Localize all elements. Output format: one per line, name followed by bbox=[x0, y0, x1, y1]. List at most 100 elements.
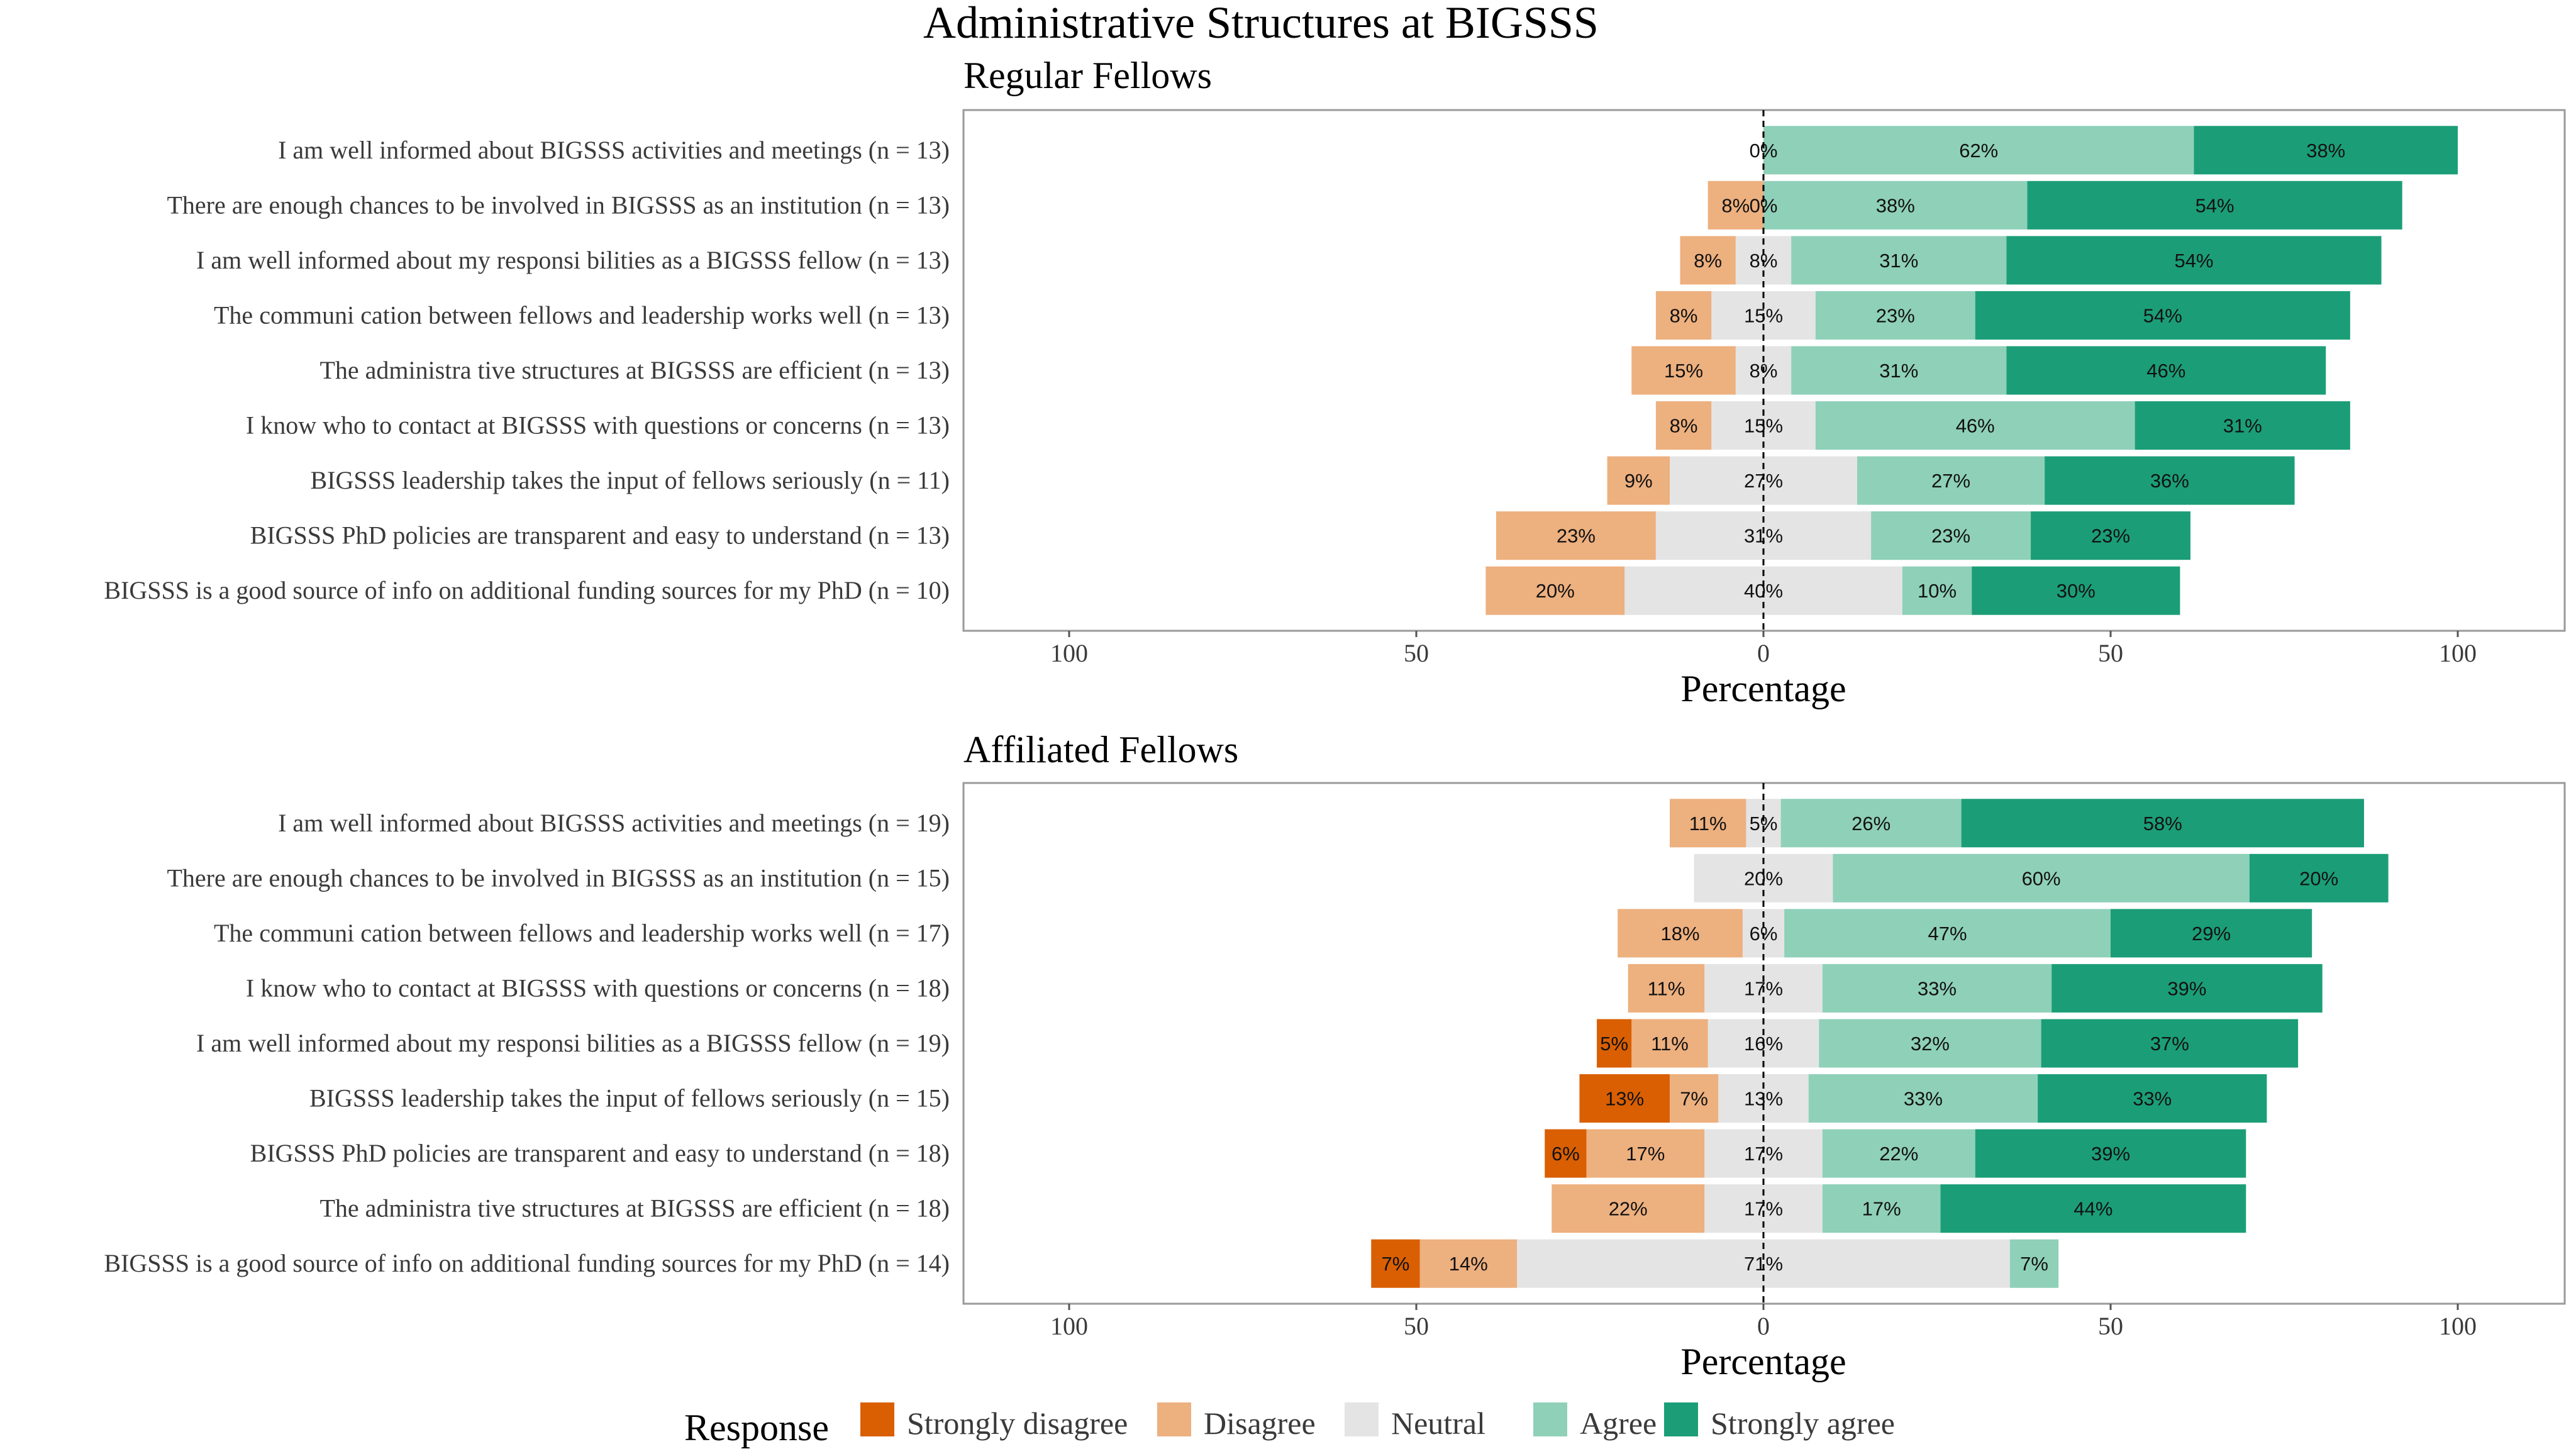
data-label: 22% bbox=[1609, 1198, 1648, 1220]
bar-segment-agree bbox=[1791, 346, 2007, 395]
data-label: 54% bbox=[2174, 250, 2213, 272]
bar-segment-strongly-agree bbox=[2006, 346, 2326, 395]
x-tick-label: 100 bbox=[2439, 1312, 2477, 1340]
legend-label: Strongly disagree bbox=[907, 1406, 1128, 1441]
bar-segment-disagree bbox=[1631, 1019, 1708, 1068]
bar-row: The administra tive structures at BIGSSS… bbox=[319, 346, 2326, 395]
x-tick-label: 100 bbox=[1050, 1312, 1088, 1340]
bar-segment-strongly-agree bbox=[2045, 456, 2295, 505]
bar-segment-disagree bbox=[1669, 799, 1746, 848]
legend-label: Disagree bbox=[1204, 1406, 1316, 1441]
x-tick-label: 0 bbox=[1757, 639, 1770, 667]
data-label: 11% bbox=[1689, 813, 1727, 835]
category-label: There are enough chances to be involved … bbox=[167, 191, 950, 219]
category-label: BIGSSS is a good source of info on addit… bbox=[104, 1249, 950, 1277]
data-label: 22% bbox=[1879, 1143, 1918, 1165]
data-label: 46% bbox=[1956, 415, 1995, 437]
bar-segment-strongly-agree bbox=[2135, 401, 2350, 450]
category-label: BIGSSS leadership takes the input of fel… bbox=[309, 1084, 950, 1113]
data-label: 27% bbox=[1931, 470, 1970, 492]
bar-segment-agree bbox=[1808, 1074, 2038, 1123]
data-label: 32% bbox=[1911, 1033, 1950, 1055]
legend-swatch bbox=[1345, 1402, 1379, 1436]
data-label: 26% bbox=[1852, 813, 1890, 835]
bar-segment-agree bbox=[1791, 236, 2007, 285]
panel-regular-fellows: Regular Fellows I am well informed about … bbox=[104, 55, 2566, 709]
bar-row: I know who to contact at BIGSSS with que… bbox=[246, 963, 2323, 1013]
data-label: 31% bbox=[1879, 360, 1918, 382]
bar-segment-agree bbox=[1902, 566, 1972, 615]
bar-segment-disagree bbox=[1419, 1239, 1518, 1288]
legend-swatch bbox=[1157, 1402, 1191, 1436]
bar-segment-agree bbox=[1815, 401, 2135, 450]
data-label: 13% bbox=[1605, 1088, 1644, 1110]
bar-segment-agree bbox=[1763, 180, 2028, 230]
data-label: 58% bbox=[2143, 813, 2182, 835]
bar-segment-strongly-agree bbox=[2038, 1074, 2267, 1123]
data-label: 62% bbox=[1959, 140, 1998, 162]
data-label: 33% bbox=[2133, 1088, 2172, 1110]
bar-segment-disagree bbox=[1628, 963, 1705, 1013]
bar-segment-strongly-disagree bbox=[1579, 1074, 1670, 1123]
category-label: BIGSSS PhD policies are transparent and … bbox=[250, 521, 950, 550]
bar-row: I am well informed about my responsi bil… bbox=[196, 236, 2382, 285]
legend-label: Agree bbox=[1580, 1406, 1657, 1441]
bar-segment-agree bbox=[1784, 909, 2111, 958]
category-label: The communi cation between fellows and l… bbox=[214, 919, 950, 947]
data-label: 5% bbox=[1600, 1033, 1628, 1055]
data-label: 39% bbox=[2091, 1143, 2130, 1165]
bar-row: The communi cation between fellows and l… bbox=[214, 909, 2312, 958]
data-label: 23% bbox=[1557, 525, 1596, 547]
data-label: 7% bbox=[1680, 1088, 1708, 1110]
data-label: 38% bbox=[2306, 140, 2345, 162]
legend-item-disagree: Disagree bbox=[1157, 1402, 1316, 1441]
data-label: 20% bbox=[1536, 580, 1575, 602]
panels: Regular Fellows I am well informed about … bbox=[104, 55, 2566, 1382]
x-tick-label: 50 bbox=[1404, 639, 1429, 667]
bar-segment-strongly-agree bbox=[1975, 291, 2350, 340]
data-label: 38% bbox=[1876, 194, 1915, 216]
data-label: 39% bbox=[2167, 977, 2206, 999]
legend-item-neutral: Neutral bbox=[1345, 1402, 1485, 1441]
data-label: 31% bbox=[1879, 250, 1918, 272]
data-label: 6% bbox=[1552, 1143, 1580, 1165]
data-label: 17% bbox=[1862, 1198, 1901, 1220]
bar-row: I know who to contact at BIGSSS with que… bbox=[246, 401, 2350, 450]
bar-segment-strongly-agree bbox=[1961, 799, 2364, 848]
category-label: I know who to contact at BIGSSS with que… bbox=[246, 411, 950, 440]
bar-row: There are enough chances to be involved … bbox=[167, 853, 2389, 902]
bar-segment-agree bbox=[1822, 963, 2052, 1013]
data-label: 33% bbox=[1918, 977, 1957, 999]
legend-swatch bbox=[1533, 1402, 1567, 1436]
bar-segment-agree bbox=[1815, 291, 1975, 340]
legend-item-agree: Agree bbox=[1533, 1402, 1657, 1441]
panel-affiliated-fellows: Affiliated Fellows I am well informed abo… bbox=[104, 729, 2566, 1382]
panel-title: Affiliated Fellows bbox=[963, 729, 1238, 770]
bar-segment-strongly-disagree bbox=[1371, 1239, 1420, 1288]
data-label: 47% bbox=[1928, 923, 1967, 945]
legend-title: Response bbox=[684, 1407, 829, 1448]
bar-row: I am well informed about BIGSSS activiti… bbox=[278, 799, 2364, 848]
data-label: 10% bbox=[1918, 580, 1957, 602]
bar-segment-agree bbox=[1819, 1019, 2041, 1068]
bar-segment-disagree bbox=[1631, 346, 1736, 395]
data-label: 31% bbox=[2223, 415, 2262, 437]
bar-segment-strongly-agree bbox=[2041, 1019, 2299, 1068]
data-label: 8% bbox=[1670, 304, 1698, 326]
data-label: 44% bbox=[2074, 1198, 2112, 1220]
data-label: 23% bbox=[2091, 525, 2130, 547]
data-label: 54% bbox=[2196, 194, 2235, 216]
legend-label: Neutral bbox=[1391, 1406, 1485, 1441]
data-label: 46% bbox=[2146, 360, 2185, 382]
legend-label: Strongly agree bbox=[1711, 1406, 1895, 1441]
chart-title: Administrative Structures at BIGSSS bbox=[923, 0, 1599, 48]
bar-segment-agree bbox=[2009, 1239, 2059, 1288]
bar-segment-disagree bbox=[1607, 456, 1670, 505]
data-label: 7% bbox=[1381, 1253, 1409, 1275]
data-label: 11% bbox=[1651, 1033, 1689, 1055]
category-label: BIGSSS leadership takes the input of fel… bbox=[310, 466, 950, 494]
bar-segment-agree bbox=[1871, 511, 2031, 560]
bar-segment-strongly-agree bbox=[1940, 1184, 2246, 1233]
bar-segment-agree bbox=[1857, 456, 2045, 505]
bar-segment-disagree bbox=[1485, 566, 1625, 615]
